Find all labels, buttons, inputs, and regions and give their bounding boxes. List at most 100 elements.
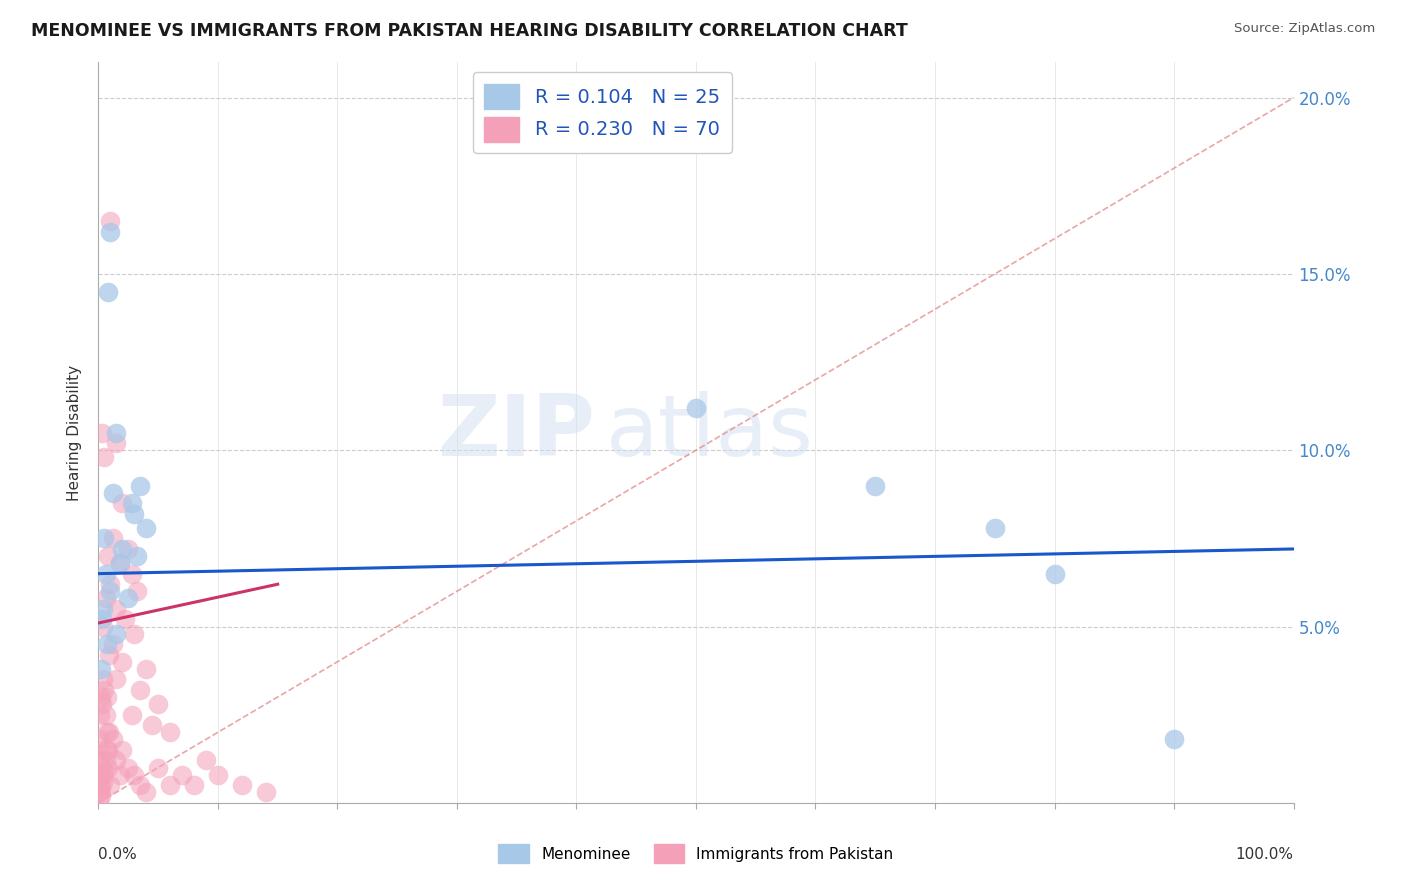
Point <box>94 591 117 606</box>
Point <box>172 767 194 781</box>
Point <box>108 556 131 570</box>
Point <box>159 778 181 792</box>
Point <box>87 792 110 806</box>
Point <box>135 521 157 535</box>
Point <box>91 602 114 616</box>
Point <box>90 690 112 704</box>
Point <box>121 566 143 581</box>
Point <box>105 602 128 616</box>
Point <box>685 401 707 415</box>
Point <box>98 725 121 739</box>
Point <box>91 612 114 626</box>
Point <box>98 214 122 228</box>
Legend: Menominee, Immigrants from Pakistan: Menominee, Immigrants from Pakistan <box>492 838 900 869</box>
Point <box>984 521 1007 535</box>
Point <box>105 425 128 440</box>
Point <box>89 785 111 799</box>
Text: Source: ZipAtlas.com: Source: ZipAtlas.com <box>1234 22 1375 36</box>
Point <box>94 754 117 768</box>
Point <box>254 785 277 799</box>
Point <box>121 707 143 722</box>
Point <box>135 662 157 676</box>
Point <box>108 556 131 570</box>
Point <box>105 436 128 450</box>
Point <box>101 532 124 546</box>
Point <box>117 760 139 774</box>
Point <box>124 626 146 640</box>
Point <box>94 566 117 581</box>
Point <box>105 673 128 687</box>
Text: 0.0%: 0.0% <box>98 847 138 863</box>
Point <box>91 774 114 789</box>
Point <box>94 707 117 722</box>
Point <box>89 767 111 781</box>
Point <box>90 778 112 792</box>
Text: MENOMINEE VS IMMIGRANTS FROM PAKISTAN HEARING DISABILITY CORRELATION CHART: MENOMINEE VS IMMIGRANTS FROM PAKISTAN HE… <box>31 22 908 40</box>
Point <box>96 637 118 651</box>
Point <box>96 690 118 704</box>
Point <box>111 743 134 757</box>
Point <box>125 549 148 563</box>
Point <box>93 683 115 698</box>
Point <box>183 778 205 792</box>
Text: atlas: atlas <box>606 391 814 475</box>
Point <box>98 584 122 599</box>
Point <box>101 637 124 651</box>
Point <box>124 507 146 521</box>
Point <box>89 754 111 768</box>
Point <box>129 683 152 698</box>
Point <box>91 767 114 781</box>
Point <box>159 725 181 739</box>
Point <box>207 767 229 781</box>
Point <box>97 760 120 774</box>
Y-axis label: Hearing Disability: Hearing Disability <box>66 365 82 500</box>
Point <box>105 626 128 640</box>
Point <box>90 743 112 757</box>
Point <box>148 697 170 711</box>
Point <box>96 743 118 757</box>
Point <box>91 619 114 633</box>
Point <box>148 760 170 774</box>
Point <box>98 778 122 792</box>
Point <box>90 781 112 796</box>
Point <box>129 478 152 492</box>
Point <box>97 285 120 299</box>
Point <box>231 778 253 792</box>
Point <box>91 673 114 687</box>
Point <box>89 732 111 747</box>
Point <box>105 754 128 768</box>
Point <box>90 789 112 803</box>
Point <box>117 541 139 556</box>
Point <box>98 648 121 662</box>
Point <box>101 732 124 747</box>
Point <box>98 225 122 239</box>
Point <box>96 725 118 739</box>
Point <box>91 697 114 711</box>
Point <box>117 591 139 606</box>
Point <box>121 496 143 510</box>
Point <box>129 778 152 792</box>
Point <box>865 478 887 492</box>
Point <box>111 541 134 556</box>
Point <box>93 532 115 546</box>
Point <box>111 655 134 669</box>
Point <box>125 584 148 599</box>
Point <box>1043 566 1066 581</box>
Point <box>101 485 124 500</box>
Point <box>89 707 111 722</box>
Point <box>1163 732 1185 747</box>
Point <box>114 612 136 626</box>
Point <box>91 760 114 774</box>
Point <box>141 718 163 732</box>
Point <box>108 767 131 781</box>
Text: 100.0%: 100.0% <box>1236 847 1294 863</box>
Point <box>97 743 120 757</box>
Point <box>97 549 120 563</box>
Point <box>90 662 112 676</box>
Point <box>111 496 134 510</box>
Point <box>124 767 146 781</box>
Point <box>93 764 115 778</box>
Text: ZIP: ZIP <box>437 391 595 475</box>
Point <box>135 785 157 799</box>
Point <box>195 754 218 768</box>
